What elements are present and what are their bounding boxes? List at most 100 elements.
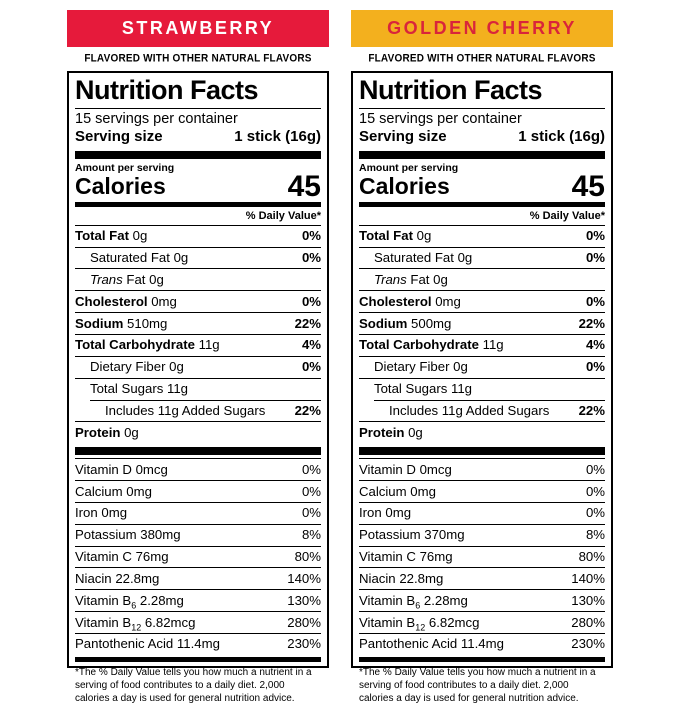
daily-value: 280% — [287, 614, 321, 630]
divider-thick — [75, 447, 321, 456]
nutrient-name: Niacin 22.8mg — [359, 570, 444, 586]
serving-size-value: 1 stick (16g) — [234, 127, 321, 145]
nutrient-name: Includes 11g Added Sugars — [389, 403, 550, 419]
main-nutrient-rows: Total Fat 0g 0% Saturated Fat 0g 0% Trans Fa… — [359, 224, 605, 443]
nutrient-row: Vitamin B6 2.28mg 130% — [359, 589, 605, 611]
nutrient-name: Total Sugars 11g — [374, 381, 472, 397]
daily-value: 0% — [585, 250, 605, 266]
flavor-title: GOLDEN CHERRY — [387, 18, 577, 38]
divider-thin — [359, 107, 605, 109]
nutrient-row: Total Fat 0g 0% — [75, 224, 321, 247]
nutrient-name: Protein 0g — [359, 424, 423, 440]
divider-thick — [359, 150, 605, 159]
serving-size-label: Serving size — [359, 127, 447, 145]
calories-label: Calories — [75, 172, 166, 199]
nutrient-row: Calcium 0mg 0% — [75, 480, 321, 502]
serving-size-value: 1 stick (16g) — [518, 127, 605, 145]
nutrient-name: Pantothenic Acid 11.4mg — [359, 636, 504, 652]
nutrient-name: Vitamin C 76mg — [75, 549, 169, 565]
nutrient-row: Includes 11g Added Sugars 22% — [90, 399, 321, 422]
nutrient-row: Niacin 22.8mg 140% — [359, 567, 605, 589]
nutrient-name: Vitamin C 76mg — [359, 549, 453, 565]
nutrient-row: Vitamin B12 6.82mcg 280% — [75, 611, 321, 633]
daily-value: 0% — [301, 228, 321, 244]
daily-value-header: % Daily Value* — [529, 209, 605, 222]
nutrient-row: Total Sugars 11g — [359, 377, 605, 400]
divider-thin — [75, 107, 321, 109]
nutrient-row: Vitamin C 76mg 80% — [359, 545, 605, 568]
nutrient-row: Vitamin B12 6.82mcg 280% — [359, 611, 605, 633]
nutrient-row: Protein 0g — [359, 421, 605, 443]
daily-value: 130% — [287, 592, 321, 608]
nutrient-name: Calcium 0mg — [359, 483, 436, 499]
nutrient-name: Cholesterol 0mg — [75, 293, 177, 309]
main-nutrient-rows: Total Fat 0g 0% Saturated Fat 0g 0% Trans Fa… — [75, 224, 321, 443]
calories-label: Calories — [359, 172, 450, 199]
daily-value: 130% — [571, 592, 605, 608]
divider-medium — [359, 201, 605, 207]
calories-value: 45 — [287, 170, 321, 204]
nutrient-name: Saturated Fat 0g — [90, 250, 189, 266]
nutrient-name: Total Fat 0g — [359, 228, 432, 244]
nutrition-facts-title: Nutrition Facts — [75, 75, 259, 105]
flavor-title: STRAWBERRY — [121, 18, 275, 38]
nutrient-name: Dietary Fiber 0g — [374, 359, 468, 375]
daily-value: 22% — [578, 315, 605, 331]
daily-value: 0% — [301, 293, 321, 309]
daily-value: 230% — [571, 636, 605, 652]
calories-value: 45 — [571, 170, 605, 204]
daily-value: 0% — [585, 461, 605, 477]
daily-value: 80% — [578, 549, 605, 565]
nutrient-row: Potassium 380mg 8% — [75, 523, 321, 546]
nutrient-row: Cholesterol 0mg 0% — [75, 290, 321, 312]
divider-medium — [75, 201, 321, 207]
nutrient-row: Total Fat 0g 0% — [359, 224, 605, 247]
nutrient-name: Trans Fat 0g — [374, 271, 448, 287]
amount-per-serving-label: Amount per serving — [359, 161, 459, 174]
nutrient-row: Vitamin D 0mcg 0% — [75, 458, 321, 480]
nutrient-row: Total Carbohydrate 11g 4% — [75, 333, 321, 356]
daily-value-footnote: *The % Daily Value tells you how much a … — [359, 666, 596, 704]
nutrient-name: Iron 0mg — [75, 505, 128, 521]
daily-value: 230% — [287, 636, 321, 652]
nutrient-name: Includes 11g Added Sugars — [105, 403, 266, 419]
daily-value: 0% — [585, 483, 605, 499]
nutrient-row: Iron 0mg 0% — [359, 501, 605, 524]
nutrient-row: Cholesterol 0mg 0% — [359, 290, 605, 312]
nutrient-name: Potassium 370mg — [359, 527, 465, 543]
daily-value: 8% — [301, 527, 321, 543]
nutrition-facts-panel: Nutrition Facts 15 servings per containe… — [351, 71, 613, 704]
daily-value: 0% — [301, 483, 321, 499]
servings-per-container: 15 servings per container — [359, 110, 522, 127]
nutrient-row: Niacin 22.8mg 140% — [75, 567, 321, 589]
flavor-label-column: GOLDEN CHERRY FLAVORED WITH OTHER NATURA… — [351, 10, 613, 704]
nutrient-name: Cholesterol 0mg — [359, 293, 461, 309]
flavor-label-column: STRAWBERRY FLAVORED WITH OTHER NATURAL F… — [67, 10, 329, 704]
nutrient-name: Vitamin D 0mcg — [359, 461, 452, 477]
divider-medium — [75, 656, 321, 662]
nutrient-row: Saturated Fat 0g 0% — [75, 246, 321, 269]
daily-value: 0% — [585, 505, 605, 521]
nutrient-name: Sodium 500mg — [359, 315, 452, 331]
nutrient-row: Sodium 510mg 22% — [75, 312, 321, 334]
daily-value: 4% — [301, 337, 321, 353]
divider-thick — [359, 447, 605, 456]
nutrient-name: Vitamin B12 6.82mcg — [359, 614, 480, 633]
nutrition-labels-page: STRAWBERRY FLAVORED WITH OTHER NATURAL F… — [67, 10, 613, 704]
daily-value: 140% — [571, 570, 605, 586]
daily-value: 0% — [585, 293, 605, 309]
serving-size-row: Serving size 1 stick (16g) — [75, 128, 321, 147]
amount-per-serving-label: Amount per serving — [75, 161, 175, 174]
daily-value: 280% — [571, 614, 605, 630]
flavor-banner: STRAWBERRY — [67, 10, 329, 47]
nutrient-row: Vitamin B6 2.28mg 130% — [75, 589, 321, 611]
nutrient-row: Trans Fat 0g — [359, 268, 605, 290]
nutrient-name: Protein 0g — [75, 424, 139, 440]
daily-value: 4% — [585, 337, 605, 353]
nutrient-name: Pantothenic Acid 11.4mg — [75, 636, 220, 652]
nutrient-name: Vitamin B12 6.82mcg — [75, 614, 196, 633]
daily-value: 0% — [585, 228, 605, 244]
nutrient-row: Iron 0mg 0% — [75, 501, 321, 524]
daily-value-header: % Daily Value* — [245, 209, 321, 222]
nutrient-name: Calcium 0mg — [75, 483, 152, 499]
